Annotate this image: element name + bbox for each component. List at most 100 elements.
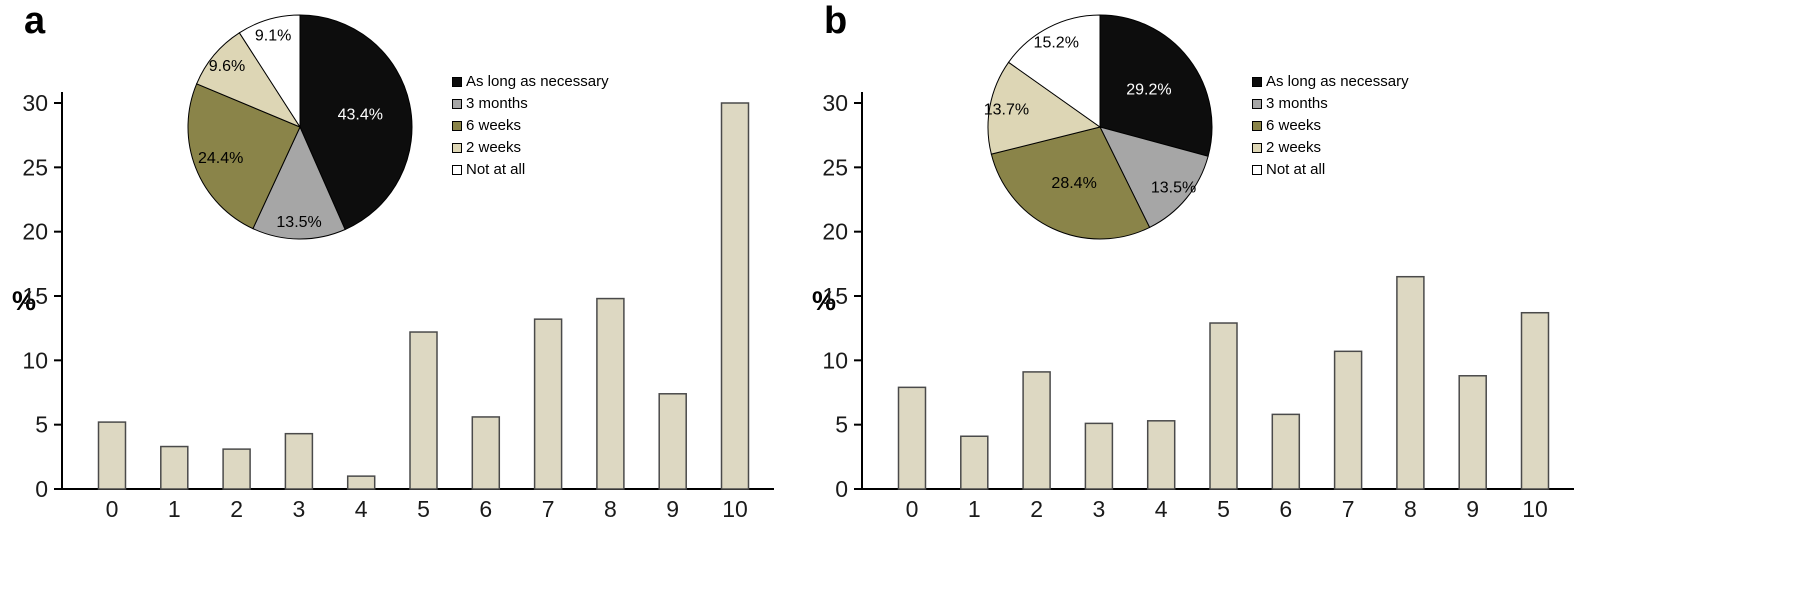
legend-item: 3 months [1252, 96, 1409, 111]
bar [222, 448, 251, 490]
bar-chart-a: 0 5 10 15 20 25 30 0 1 2 3 4 5 6 7 8 9 10 [22, 90, 774, 522]
legend-item: As long as necessary [1252, 74, 1409, 89]
y-tick-label: 20 [22, 219, 48, 245]
legend-label: 3 months [466, 95, 528, 112]
legend-a: As long as necessary 3 months 6 weeks 2 wee… [452, 74, 609, 177]
legend-label: 6 weeks [466, 117, 522, 134]
legend-swatch [1252, 142, 1262, 153]
bar [1022, 371, 1051, 490]
x-tick-label: 10 [722, 496, 748, 522]
bar [1209, 322, 1238, 490]
pie-slice [187, 83, 301, 230]
bar [471, 416, 501, 490]
pie-chart-b: 29.2% 13.5% 28.4% 13.7% 15.2% [984, 14, 1213, 240]
panel-letter-b: b [824, 0, 848, 42]
x-tick-label: 0 [906, 496, 919, 522]
legend-swatch [1252, 76, 1262, 87]
bar [1520, 311, 1550, 490]
legend-swatch [1252, 120, 1262, 131]
legend-swatch [452, 76, 462, 87]
legend-swatch [452, 98, 462, 109]
x-tick-label: 9 [1466, 496, 1479, 522]
x-tick-label: 7 [1342, 496, 1355, 522]
panel-svg-b: 0 5 10 15 20 25 30 0 1 2 3 4 5 6 7 8 9 10 29.2% 13.5% 28.4%… [822, 14, 1574, 522]
bar [720, 102, 750, 490]
legend-swatch [1252, 98, 1262, 109]
bar [1396, 275, 1425, 490]
bar [1333, 350, 1363, 490]
pie-slice [990, 126, 1151, 240]
pie-slice-label: 24.4% [198, 150, 243, 167]
legend-label: 2 weeks [1266, 139, 1322, 156]
legend-item: 6 weeks [1252, 118, 1409, 133]
x-tick-label: 4 [1155, 496, 1168, 522]
bar-chart-b: 0 5 10 15 20 25 30 0 1 2 3 4 5 6 7 8 9 10 [822, 90, 1574, 522]
bar [160, 445, 189, 490]
legend-label: 2 weeks [466, 139, 522, 156]
legend-label: As long as necessary [466, 73, 609, 90]
legend-label: As long as necessary [1266, 73, 1409, 90]
y-axis-label-a: % [12, 286, 37, 316]
legend-swatch [452, 142, 462, 153]
legend-item: Not at all [1252, 162, 1409, 177]
x-tick-label: 2 [1030, 496, 1043, 522]
y-axis-label-b: % [812, 286, 837, 316]
pie-slice [987, 61, 1102, 155]
y-tick-label: 5 [835, 412, 848, 438]
x-tick-label: 6 [1279, 496, 1292, 522]
y-tick-label: 5 [35, 412, 48, 438]
panel-a: a % 0 5 10 15 20 25 30 0 1 2 3 4 5 6 7 8 9 10 43.4% 13.5% 2… [0, 0, 800, 603]
legend-item: Not at all [452, 162, 609, 177]
pie-chart-a: 43.4% 13.5% 24.4% 9.6% 9.1% [187, 14, 413, 240]
legend-b: As long as necessary 3 months 6 weeks 2 wee… [1252, 74, 1409, 177]
y-tick-label: 30 [22, 90, 48, 116]
x-tick-label: 0 [106, 496, 119, 522]
legend-item: 3 months [452, 96, 609, 111]
bar [284, 432, 314, 490]
pie-slice [1099, 126, 1209, 229]
bar [346, 475, 376, 490]
legend-item: As long as necessary [452, 74, 609, 89]
pie-slice-label: 29.2% [1126, 82, 1171, 99]
x-tick-label: 3 [1093, 496, 1106, 522]
panel-svg-a: 0 5 10 15 20 25 30 0 1 2 3 4 5 6 7 8 9 10 43.4% 13.5% 24.4%… [22, 14, 774, 522]
x-tick-label: 5 [1217, 496, 1230, 522]
x-tick-label: 3 [293, 496, 306, 522]
x-tick-label: 9 [666, 496, 679, 522]
bar [1458, 375, 1487, 490]
pie-slice-label: 13.5% [276, 214, 321, 231]
pie-slice-label: 13.7% [984, 101, 1029, 118]
x-tick-label: 5 [417, 496, 430, 522]
legend-label: Not at all [1266, 161, 1326, 178]
pie-slice [1099, 14, 1213, 157]
legend-item: 2 weeks [1252, 140, 1409, 155]
y-tick-label: 20 [822, 219, 848, 245]
pie-slice [252, 125, 346, 240]
y-tick-label: 10 [22, 347, 48, 373]
legend-swatch [1252, 164, 1262, 175]
legend-item: 6 weeks [452, 118, 609, 133]
panel-b: b % 0 5 10 15 20 25 30 0 1 2 3 4 5 6 7 8 9 10 29.2% 13.5% 2… [800, 0, 1793, 603]
x-tick-label: 2 [230, 496, 243, 522]
x-tick-label: 8 [1404, 496, 1417, 522]
bar [533, 318, 563, 490]
legend-label: 3 months [1266, 95, 1328, 112]
legend-label: 6 weeks [1266, 117, 1322, 134]
x-tick-label: 4 [355, 496, 368, 522]
bar [897, 386, 927, 490]
y-tick-label: 10 [822, 347, 848, 373]
pie-slice-label: 13.5% [1151, 179, 1196, 196]
y-tick-label: 0 [835, 476, 848, 502]
pie-slice-label: 15.2% [1034, 34, 1079, 51]
y-tick-label: 15 [22, 283, 48, 309]
bar [97, 421, 127, 490]
pie-slice [1007, 14, 1101, 128]
x-tick-label: 6 [479, 496, 492, 522]
x-tick-label: 8 [604, 496, 617, 522]
legend-label: Not at all [466, 161, 526, 178]
bar [960, 435, 989, 490]
bar [1084, 422, 1114, 490]
y-tick-label: 30 [822, 90, 848, 116]
y-tick-label: 25 [22, 154, 48, 180]
